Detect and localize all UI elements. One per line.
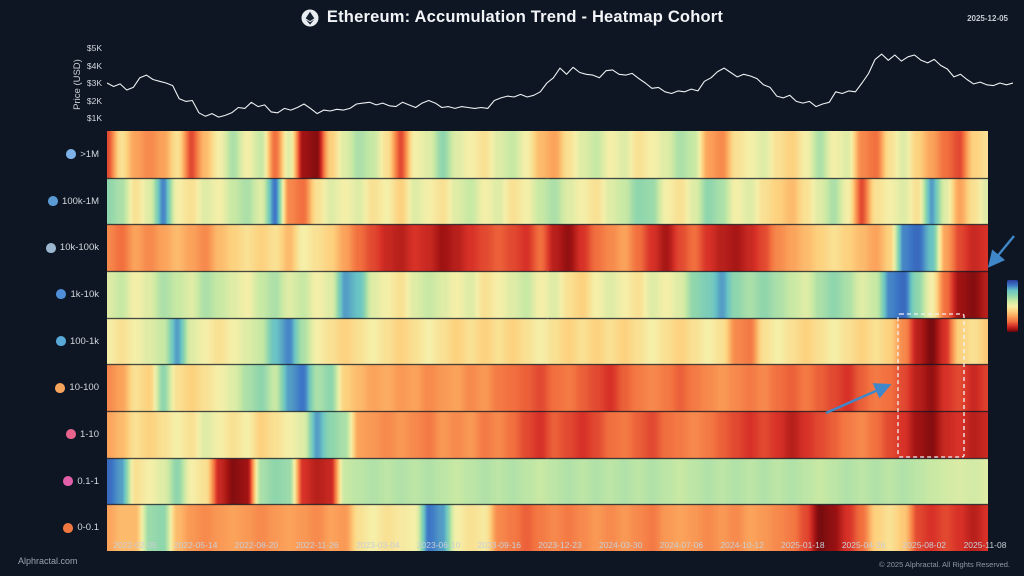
ytick-3k: $3K	[86, 78, 102, 88]
titlebar: Ethereum: Accumulation Trend - Heatmap C…	[0, 8, 1024, 27]
shrimp-icon	[63, 476, 74, 487]
xtick-2025-04-26: 2025-04-26	[841, 540, 886, 550]
fish-icon	[55, 336, 66, 347]
ytick-2k: $2K	[86, 95, 102, 106]
copyright: © 2025 Alphractal. All Rights Reserved.	[878, 560, 1010, 569]
xtick-2023-06-10: 2023-06-10	[416, 540, 461, 550]
whale-icon	[66, 149, 77, 160]
cohort-row-100-1k[interactable]: 100-1k	[0, 318, 103, 365]
cohort-row-100k-1m[interactable]: 100k-1M	[0, 178, 103, 225]
ytick-1k: $1K	[86, 113, 102, 123]
page-title: Ethereum: Accumulation Trend - Heatmap C…	[326, 8, 724, 26]
annotation-arrow-top	[987, 235, 1015, 268]
xtick-2023-03-04: 2023-03-04	[356, 540, 400, 550]
xtick-2025-01-18: 2025-01-18	[781, 540, 825, 550]
cohort-label: 0.1-1	[77, 475, 99, 487]
colorbar-legend	[1007, 280, 1018, 332]
cohort-label: 10-100	[69, 382, 99, 394]
shark-icon	[45, 242, 56, 253]
xtick-2022-05-14: 2022-05-14	[173, 540, 218, 550]
cohort-label: 1-10	[79, 428, 99, 440]
ytick-4k: $4K	[86, 60, 102, 71]
xtick-2023-12-23: 2023-12-23	[538, 540, 582, 550]
dolphin-icon	[56, 289, 67, 300]
cohort-row-10-100[interactable]: 10-100	[0, 364, 103, 411]
xtick-2022-02-05: 2022-02-05	[113, 540, 157, 550]
cohort-row-10k-100k[interactable]: 10k-100k	[0, 224, 103, 271]
xtick-2024-07-06: 2024-07-06	[659, 540, 704, 550]
price-line-chart[interactable]	[107, 44, 1013, 124]
watermark: Alphractal.com	[18, 556, 78, 566]
cohort-row--1m[interactable]: >1M	[0, 131, 103, 178]
heatmap-canvas[interactable]	[107, 131, 988, 551]
cohort-row-1k-10k[interactable]: 1k-10k	[0, 271, 103, 318]
xtick-2022-08-20: 2022-08-20	[234, 540, 279, 550]
crab-icon	[65, 429, 76, 440]
date-badge: 2025-12-05	[967, 14, 1008, 23]
xtick-2023-09-16: 2023-09-16	[477, 540, 522, 550]
cohort-axis: >1M 100k-1M 10k-100k 1k-10k 100-1k 10-100 1-10…	[0, 131, 103, 551]
cohort-label: >1M	[80, 148, 99, 160]
ytick-5k: $5K	[86, 43, 102, 53]
xtick-2025-11-08: 2025-11-08	[963, 540, 1007, 550]
xtick-2024-03-30: 2024-03-30	[598, 540, 643, 550]
cohort-row-0-0-1[interactable]: 0-0.1	[0, 504, 103, 551]
xtick-2024-10-12: 2024-10-12	[720, 540, 764, 550]
date-axis: 2022-02-05 2022-05-14 2022-08-20 2022-11-26…	[107, 540, 1006, 554]
cohort-label: 100-1k	[69, 335, 99, 347]
cohort-label: 100k-1M	[62, 195, 99, 207]
plankton-icon	[63, 522, 74, 533]
ethereum-icon	[301, 9, 319, 26]
cohort-label: 0-0.1	[77, 522, 99, 534]
cohort-label: 1k-10k	[70, 288, 99, 300]
xtick-2025-08-02: 2025-08-02	[902, 540, 947, 550]
xtick-2022-11-26: 2022-11-26	[295, 540, 339, 550]
octopus-icon	[55, 382, 66, 393]
whale-icon	[48, 196, 59, 206]
cohort-row-0-1-1[interactable]: 0.1-1	[0, 458, 103, 505]
cohort-row-1-10[interactable]: 1-10	[0, 411, 103, 458]
cohort-label: 10k-100k	[59, 242, 99, 254]
